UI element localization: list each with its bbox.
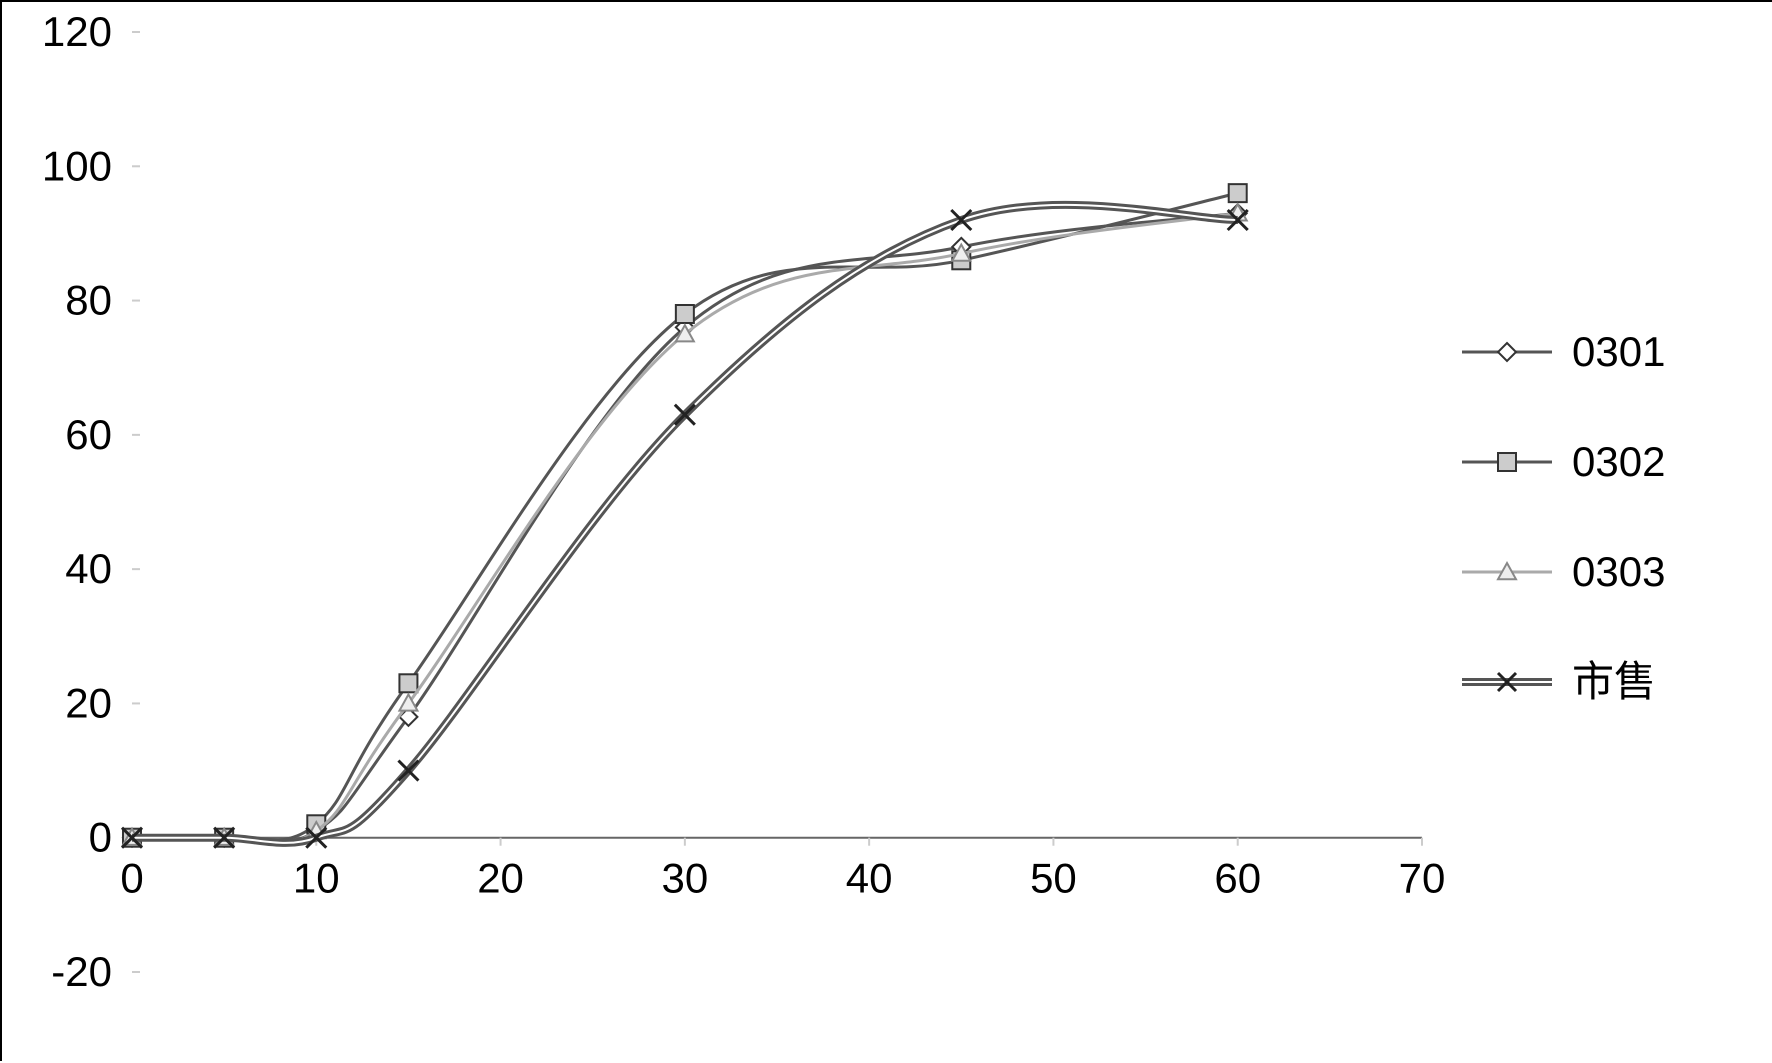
x-tick-label: 30: [661, 855, 708, 902]
x-tick-label: 70: [1399, 855, 1446, 902]
legend-label: 0303: [1572, 548, 1665, 595]
y-tick-label: 100: [42, 142, 112, 189]
chart-container: -200204060801001200102030405060700301030…: [0, 0, 1772, 1061]
y-tick-label: 40: [65, 545, 112, 592]
y-tick-label: 120: [42, 8, 112, 55]
x-tick-label: 50: [1030, 855, 1077, 902]
x-tick-label: 0: [120, 855, 143, 902]
x-tick-label: 60: [1214, 855, 1261, 902]
x-tick-label: 40: [846, 855, 893, 902]
legend-label: 0301: [1572, 328, 1665, 375]
y-tick-label: 80: [65, 277, 112, 324]
legend-label: 0302: [1572, 438, 1665, 485]
y-tick-label: 20: [65, 679, 112, 726]
x-tick-label: 20: [477, 855, 524, 902]
y-tick-label: -20: [51, 948, 112, 995]
line-chart: -200204060801001200102030405060700301030…: [2, 2, 1772, 1063]
y-tick-label: 60: [65, 411, 112, 458]
x-tick-label: 10: [293, 855, 340, 902]
legend-label: 市售: [1572, 658, 1656, 705]
y-tick-label: 0: [89, 814, 112, 861]
